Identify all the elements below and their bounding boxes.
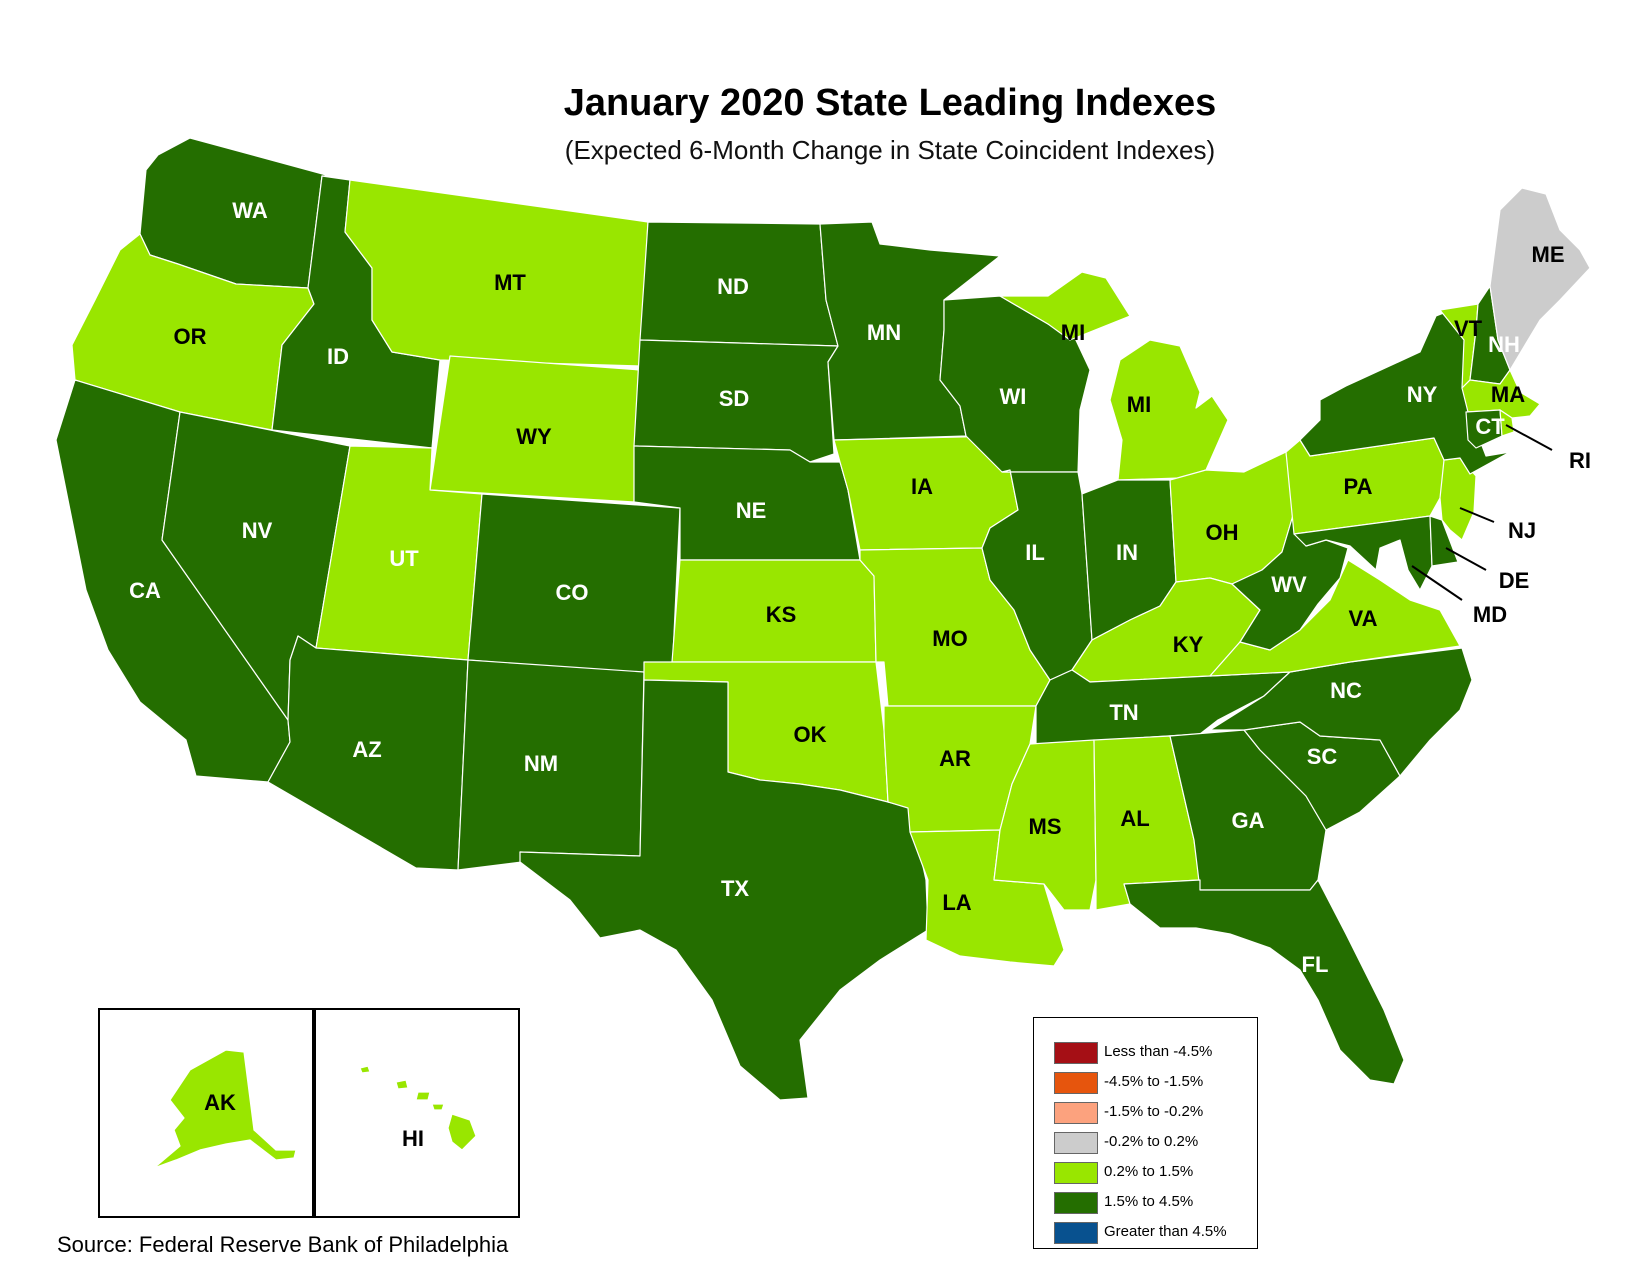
state-MI[interactable] xyxy=(999,271,1229,481)
label-NJ: NJ xyxy=(1508,518,1536,543)
state-CT[interactable] xyxy=(1465,409,1503,449)
label-NC: NC xyxy=(1330,678,1362,703)
label-MN: MN xyxy=(867,320,901,345)
label-CT: CT xyxy=(1475,414,1505,439)
state-RI[interactable] xyxy=(1499,409,1515,437)
legend-swatch xyxy=(1054,1072,1098,1094)
label-MI-upper: MI xyxy=(1061,320,1085,345)
label-AL: AL xyxy=(1120,806,1149,831)
label-NV: NV xyxy=(242,518,273,543)
label-WA: WA xyxy=(232,198,268,223)
label-SC: SC xyxy=(1307,744,1338,769)
state-FL[interactable] xyxy=(1123,879,1405,1085)
label-LA: LA xyxy=(942,890,971,915)
label-SD: SD xyxy=(719,386,750,411)
label-MS: MS xyxy=(1029,814,1062,839)
label-AZ: AZ xyxy=(352,737,381,762)
leader-MD xyxy=(1411,565,1463,601)
legend-swatch xyxy=(1054,1222,1098,1244)
legend-label: Less than -4.5% xyxy=(1104,1043,1213,1060)
label-CO: CO xyxy=(556,580,589,605)
label-VA: VA xyxy=(1349,606,1378,631)
label-DE: DE xyxy=(1499,568,1530,593)
leader-DE xyxy=(1445,547,1487,571)
state-TX[interactable] xyxy=(519,679,929,1101)
legend-swatch xyxy=(1054,1132,1098,1154)
state-MS[interactable] xyxy=(993,739,1097,911)
label-MA: MA xyxy=(1491,382,1525,407)
hawaii-inset-frame xyxy=(312,1008,520,1218)
label-OR: OR xyxy=(174,324,207,349)
legend-label: -4.5% to -1.5% xyxy=(1104,1073,1204,1090)
label-MI-lower: MI xyxy=(1127,392,1151,417)
map-title: January 2020 State Leading Indexes xyxy=(563,82,1217,124)
label-NY: NY xyxy=(1407,382,1438,407)
label-WI: WI xyxy=(1000,384,1027,409)
legend-label: Greater than 4.5% xyxy=(1104,1223,1227,1240)
legend-label: 1.5% to 4.5% xyxy=(1104,1193,1194,1210)
label-FL: FL xyxy=(1302,952,1329,977)
legend-label: 0.2% to 1.5% xyxy=(1104,1163,1194,1180)
label-RI: RI xyxy=(1569,448,1591,473)
legend-swatch xyxy=(1054,1162,1098,1184)
label-NM: NM xyxy=(524,751,558,776)
label-IA: IA xyxy=(911,474,933,499)
label-IN: IN xyxy=(1116,540,1138,565)
legend-swatch xyxy=(1054,1192,1098,1214)
label-NH: NH xyxy=(1488,332,1520,357)
label-AR: AR xyxy=(939,746,971,771)
label-IL: IL xyxy=(1025,540,1045,565)
label-KY: KY xyxy=(1173,632,1204,657)
source-note: Source: Federal Reserve Bank of Philadel… xyxy=(57,1232,509,1257)
label-WY: WY xyxy=(516,424,552,449)
state-AK[interactable] xyxy=(153,1049,297,1169)
state-DE[interactable] xyxy=(1429,515,1459,567)
label-WV: WV xyxy=(1271,572,1307,597)
label-HI: HI xyxy=(402,1126,424,1151)
label-UT: UT xyxy=(389,546,419,571)
label-VT: VT xyxy=(1454,316,1483,341)
label-MO: MO xyxy=(932,626,967,651)
label-AK: AK xyxy=(204,1090,236,1115)
label-OK: OK xyxy=(794,722,827,747)
label-TN: TN xyxy=(1109,700,1138,725)
label-GA: GA xyxy=(1232,808,1265,833)
legend-label: -0.2% to 0.2% xyxy=(1104,1133,1199,1150)
label-MT: MT xyxy=(494,270,526,295)
leader-NJ xyxy=(1459,507,1495,523)
alaska-inset-frame xyxy=(98,1008,316,1218)
label-TX: TX xyxy=(721,876,749,901)
label-CA: CA xyxy=(129,578,161,603)
legend-swatch xyxy=(1054,1042,1098,1064)
label-OH: OH xyxy=(1206,520,1239,545)
label-ND: ND xyxy=(717,274,749,299)
legend-swatch xyxy=(1054,1102,1098,1124)
label-NE: NE xyxy=(736,498,767,523)
legend: Less than -4.5% -4.5% to -1.5% -1.5% to … xyxy=(1033,1017,1258,1249)
legend-label: -1.5% to -0.2% xyxy=(1104,1103,1204,1120)
state-HI[interactable] xyxy=(359,1065,477,1151)
state-NE[interactable] xyxy=(633,445,861,561)
label-PA: PA xyxy=(1344,474,1373,499)
label-ID: ID xyxy=(327,344,349,369)
label-ME: ME xyxy=(1532,242,1565,267)
map-subtitle: (Expected 6-Month Change in State Coinci… xyxy=(564,135,1216,165)
label-KS: KS xyxy=(766,602,797,627)
state-WV[interactable] xyxy=(1231,511,1349,651)
leader-RI xyxy=(1505,424,1553,451)
label-MD: MD xyxy=(1473,602,1507,627)
state-labels: WA OR CA ID NV MT WY UT CO AZ NM ND SD N… xyxy=(129,198,1591,1151)
